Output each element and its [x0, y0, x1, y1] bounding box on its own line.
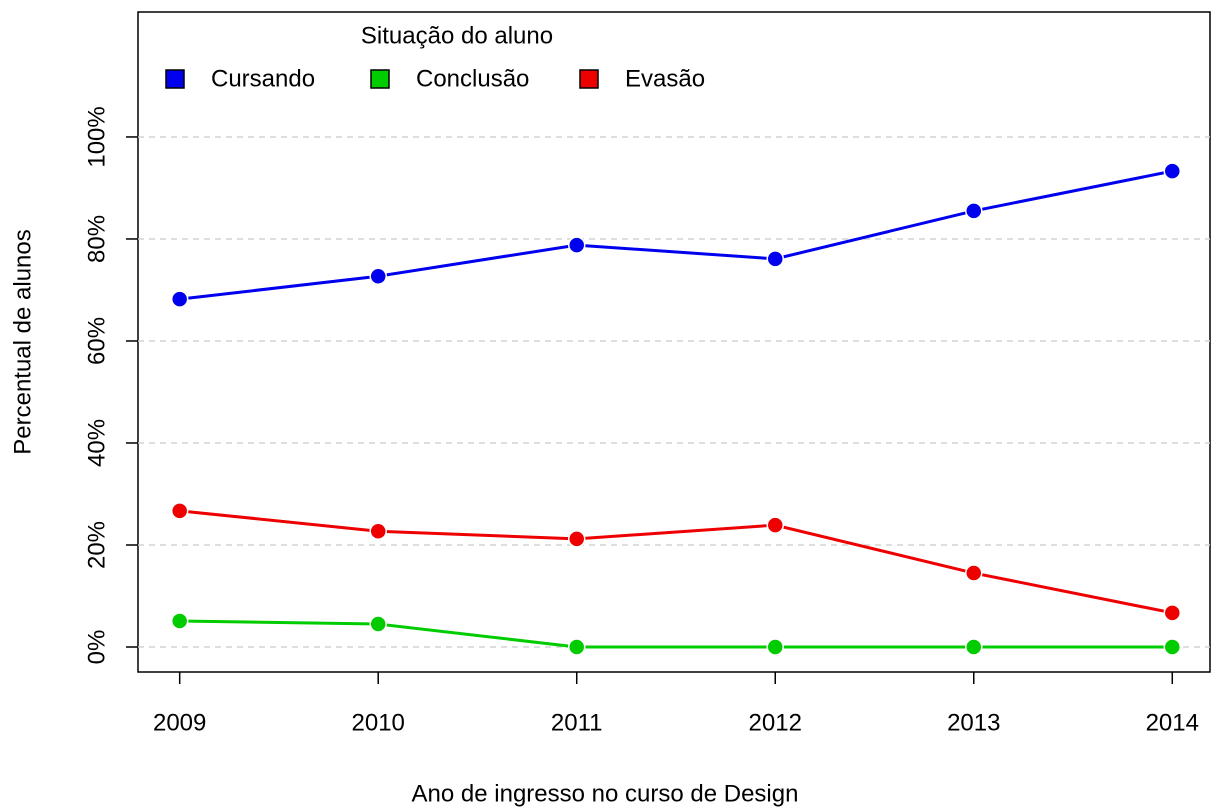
legend-label: Evasão [625, 65, 705, 92]
data-point [369, 267, 387, 285]
data-point [965, 202, 983, 220]
data-point [965, 638, 983, 656]
data-point [369, 522, 387, 540]
x-axis-title: Ano de ingresso no curso de Design [412, 780, 799, 807]
legend-swatch [370, 69, 390, 89]
data-point [567, 236, 586, 254]
data-point [766, 638, 784, 656]
y-axis-title: Percentual de alunos [9, 229, 36, 455]
x-tick-label: 2009 [153, 709, 206, 736]
series-line [179, 169, 1173, 301]
legend-label: Cursando [211, 65, 315, 92]
legend-title: Situação do aluno [361, 22, 553, 49]
plot-frame [137, 11, 1211, 673]
y-tick-label: 40% [83, 419, 110, 467]
x-tick-label: 2010 [352, 709, 405, 736]
x-tick-label: 2013 [947, 709, 1000, 736]
legend-label: Conclusão [416, 65, 529, 92]
series-line [179, 619, 1173, 649]
data-point [766, 250, 784, 268]
x-tick-label: 2011 [551, 709, 603, 736]
data-point [1163, 638, 1182, 656]
data-point [1163, 162, 1182, 180]
y-tick-label: 100% [83, 106, 110, 167]
data-point [766, 516, 784, 534]
data-point [567, 530, 586, 548]
data-point [170, 290, 189, 308]
y-tick-label: 60% [83, 317, 110, 365]
legend-swatch [165, 69, 185, 89]
data-point [369, 615, 387, 633]
legend-swatch [579, 69, 599, 89]
y-tick-label: 0% [83, 630, 110, 665]
y-tick-label: 80% [83, 215, 110, 263]
data-point [170, 612, 189, 630]
y-tick-label: 20% [83, 521, 110, 569]
data-point [1163, 604, 1182, 622]
data-point [567, 638, 586, 656]
x-tick-label: 2012 [749, 709, 802, 736]
x-tick-label: 2014 [1146, 709, 1199, 736]
data-point [170, 502, 189, 520]
series-line [179, 509, 1173, 615]
data-point [965, 564, 983, 582]
